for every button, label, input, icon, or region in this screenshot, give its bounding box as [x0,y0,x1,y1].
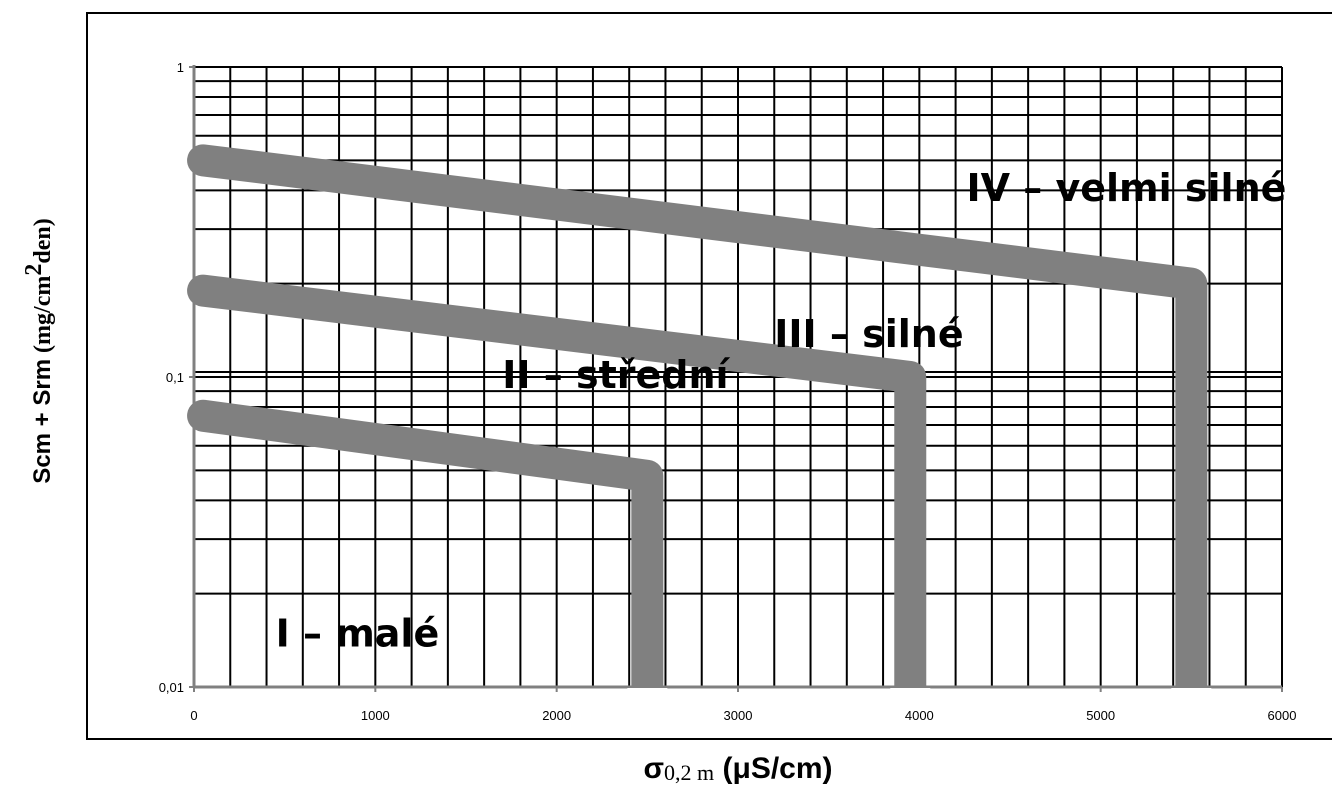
x-tick-label: 6000 [1268,708,1297,723]
boundary-series-1 [187,399,664,703]
x-tick-label: 4000 [905,708,934,723]
boundary-series-2 [187,274,927,703]
x-tick-label: 5000 [1086,708,1115,723]
series-group [187,144,1212,708]
boundary-series-3 [187,144,1208,703]
region-label-4: IV – velmi silné [966,166,1286,210]
y-tick-label: 1 [177,60,184,75]
x-tick-label: 3000 [724,708,753,723]
series-end-mask [1171,688,1212,708]
x-tick-label: 0 [190,708,197,723]
x-tick-label: 1000 [361,708,390,723]
series-end-mask [627,688,668,708]
y-tick-label: 0,01 [159,680,184,695]
series-end-mask [890,688,931,708]
chart-frame [86,12,1332,740]
region-label-3: III – silné [774,312,963,356]
annotations: I – malé II – střední III – silné IV – velm… [276,166,1287,656]
x-tick-label: 2000 [542,708,571,723]
x-axis-label: σ0,2 m (μS/cm) [643,752,832,785]
region-label-1: I – malé [276,612,440,656]
grid [194,66,1283,688]
y-tick-label: 0,1 [166,370,184,385]
region-label-2: II – střední [502,353,730,397]
y-axis-label: Scm + Srm (mg/cm2den) [21,218,56,483]
